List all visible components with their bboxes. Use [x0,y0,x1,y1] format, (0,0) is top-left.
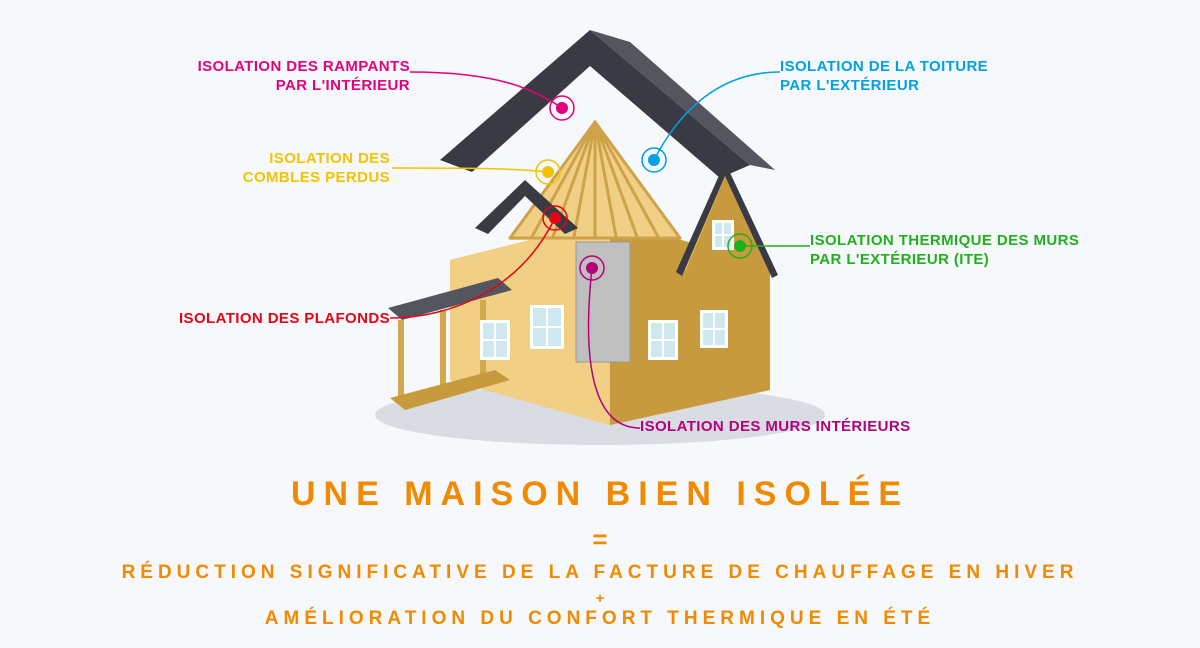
callout-label-murs_int: ISOLATION DES MURS INTÉRIEURS [640,418,960,437]
headline-line2: AMÉLIORATION DU CONFORT THERMIQUE EN ÉTÉ [0,608,1200,630]
callout-marker-dot-toiture [648,154,660,166]
callout-marker-ring-toiture [642,148,666,172]
callout-marker-dot-combles [542,166,554,178]
callout-line-combles [392,168,548,172]
callout-label-plafonds: ISOLATION DES PLAFONDS [140,310,390,329]
callout-label-combles: ISOLATION DES COMBLES PERDUS [170,150,390,188]
callout-marker-dot-rampants [556,102,568,114]
callout-marker-ring-murs_int [580,256,604,280]
callout-line-plafonds [390,218,555,318]
callout-marker-ring-ite [728,234,752,258]
headline-plus: + [0,590,1200,607]
callout-line-rampants [410,72,562,108]
headline-line1: RÉDUCTION SIGNIFICATIVE DE LA FACTURE DE… [0,562,1200,584]
callout-marker-dot-ite [734,240,746,252]
infographic-stage: ISOLATION DES RAMPANTS PAR L'INTÉRIEUR IS… [0,0,1200,648]
callout-marker-ring-plafonds [543,206,567,230]
callout-label-toiture: ISOLATION DE LA TOITURE PAR L'EXTÉRIEUR [780,58,1040,96]
callout-line-toiture [654,72,780,160]
callout-marker-ring-combles [536,160,560,184]
callout-marker-dot-murs_int [586,262,598,274]
headline-title: UNE MAISON BIEN ISOLÉE [0,475,1200,514]
callout-label-ite: ISOLATION THERMIQUE DES MURS PAR L'EXTÉR… [810,232,1110,270]
callout-line-murs_int [589,268,640,428]
callout-marker-dot-plafonds [549,212,561,224]
callout-label-rampants: ISOLATION DES RAMPANTS PAR L'INTÉRIEUR [160,58,410,96]
callout-marker-ring-rampants [550,96,574,120]
headline-equals: = [0,524,1200,555]
